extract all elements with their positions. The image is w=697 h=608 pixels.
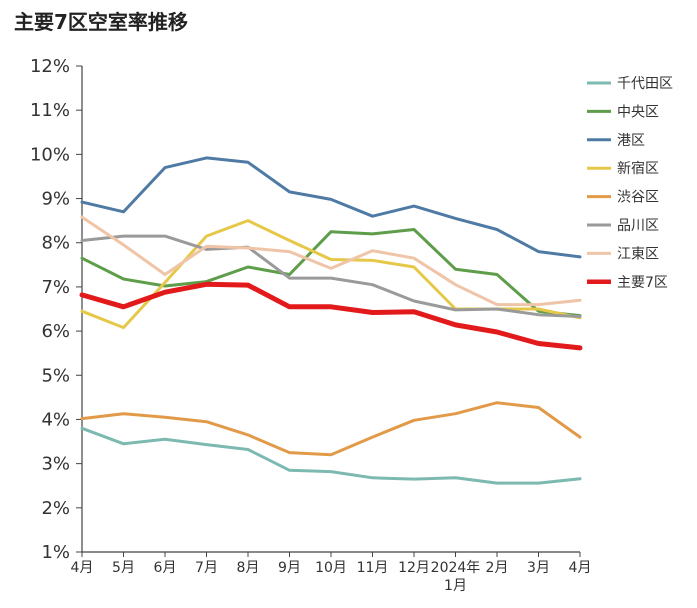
legend-label: 品川区: [617, 218, 659, 234]
chart-title: 主要7区空室率推移: [14, 10, 188, 34]
legend-label: 中央区: [617, 104, 659, 120]
y-tick-label: 12%: [30, 56, 70, 77]
y-tick-label: 6%: [41, 321, 70, 342]
x-tick-label: 7月: [195, 560, 218, 576]
y-tick-label: 5%: [41, 365, 70, 386]
legend-label: 千代田区: [617, 76, 673, 92]
x-tick-label: 4月: [569, 560, 592, 576]
series-layer: [79, 156, 583, 485]
y-tick-label: 9%: [41, 189, 70, 210]
legend-label: 港区: [617, 133, 645, 149]
series-line-江東区: [80, 215, 582, 307]
x-tick-label: 4月: [71, 560, 94, 576]
x-tick-label: 3月: [527, 560, 550, 576]
x-tick-label: 10月: [315, 560, 347, 576]
legend-label: 渋谷区: [617, 190, 659, 206]
y-tick-label: 3%: [41, 454, 70, 475]
x-tick-label: 2024年 1月: [431, 560, 481, 594]
y-tick-label: 10%: [30, 144, 70, 165]
legend-label: 主要7区: [617, 275, 668, 291]
y-tick-label: 1%: [41, 542, 70, 563]
series-line-千代田区: [80, 426, 582, 485]
series-line-渋谷区: [80, 401, 582, 457]
legend-label: 新宿区: [617, 160, 659, 177]
axes: 1% 2% 3% 4% 5% 6% 7% 8% 9% 10% 11% 12% 4月 5月 6月 7月 8月 9月 1…: [30, 56, 591, 594]
y-tick-label: 4%: [41, 409, 70, 430]
y-tick-label: 7%: [41, 277, 70, 298]
x-tick-label: 11月: [357, 560, 389, 576]
x-tick-label: 5月: [112, 560, 135, 576]
y-tick-label: 8%: [41, 233, 70, 254]
y-tick-label: 2%: [41, 498, 70, 519]
series-line-主要7区: [79, 281, 583, 351]
series-line-中央区: [80, 228, 582, 318]
x-tick-label: 8月: [237, 560, 260, 576]
series-line-港区: [80, 156, 582, 259]
y-tick-label: 11%: [30, 100, 70, 121]
x-tick-label: 9月: [278, 560, 301, 576]
x-tick-label: 12月: [398, 560, 430, 576]
x-tick-label: 6月: [154, 560, 177, 576]
series-line-品川区: [80, 234, 582, 318]
legend-label: 江東区: [617, 246, 659, 262]
x-tick-label: 2月: [486, 560, 509, 576]
